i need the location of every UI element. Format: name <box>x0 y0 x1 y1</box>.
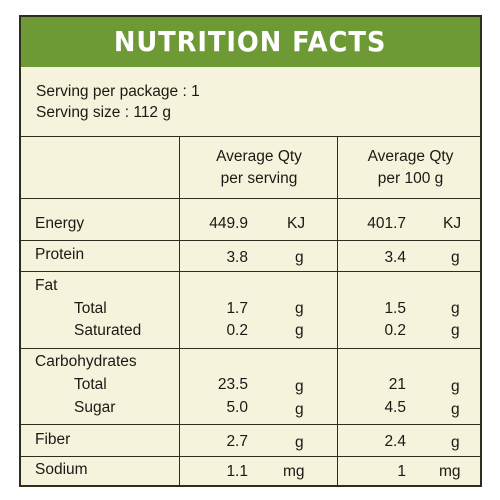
fiber-serving-unit: g <box>295 434 304 451</box>
fat-total-per100-unit: g <box>451 300 460 317</box>
protein-per100-value: 3.4 <box>384 249 406 266</box>
fiber-label: Fiber <box>35 431 71 448</box>
row-divider <box>21 240 480 241</box>
carbohydrates-label: Carbohydrates <box>35 353 137 370</box>
protein-label: Protein <box>35 246 85 263</box>
fat-saturated-per100-value: 0.2 <box>384 322 406 339</box>
carbohydrates-sugar-per100-unit: g <box>451 401 460 418</box>
carbohydrates-sugar-serving-value: 5.0 <box>226 399 248 416</box>
fat-total-serving-value: 1.7 <box>226 300 248 317</box>
sodium-label: Sodium <box>35 461 88 478</box>
serving-size: Serving size : 112 g <box>36 104 171 121</box>
row-divider <box>21 456 480 457</box>
energy-per100-value: 401.7 <box>367 215 406 232</box>
fat-total-label: Total <box>74 300 107 317</box>
energy-serving-value: 449.9 <box>209 215 248 232</box>
fiber-per100-value: 2.4 <box>384 433 406 450</box>
sodium-per100-unit: mg <box>439 463 461 480</box>
fat-saturated-label: Saturated <box>74 322 142 339</box>
fat-total-serving-unit: g <box>295 300 304 317</box>
fiber-serving-value: 2.7 <box>226 433 248 450</box>
row-divider <box>21 424 480 425</box>
carbohydrates-total-label: Total <box>74 376 107 393</box>
fat-label: Fat <box>35 277 58 294</box>
sodium-serving-unit: mg <box>283 463 305 480</box>
protein-serving-unit: g <box>295 249 304 266</box>
nutrition-facts-title: NUTRITION FACTS <box>21 17 480 67</box>
fat-total-per100-value: 1.5 <box>384 300 406 317</box>
sodium-serving-value: 1.1 <box>226 463 248 480</box>
carbohydrates-total-per100-unit: g <box>451 378 460 395</box>
energy-label: Energy <box>35 215 85 232</box>
row-divider <box>21 198 480 199</box>
carbohydrates-total-serving-value: 23.5 <box>217 376 248 393</box>
carbohydrates-total-per100-value: 21 <box>388 376 406 393</box>
nutrition-facts-panel: NUTRITION FACTS Serving per package : 1 … <box>19 15 482 487</box>
sodium-per100-value: 1 <box>397 463 406 480</box>
serving-info: Serving per package : 1 Serving size : 1… <box>21 69 480 137</box>
row-divider <box>21 271 480 272</box>
fat-saturated-serving-value: 0.2 <box>226 322 248 339</box>
carbohydrates-sugar-serving-unit: g <box>295 401 304 418</box>
fiber-per100-unit: g <box>451 434 460 451</box>
fat-saturated-per100-unit: g <box>451 322 460 339</box>
row-divider <box>21 348 480 349</box>
energy-serving-unit: KJ <box>287 215 306 232</box>
protein-per100-unit: g <box>451 249 460 266</box>
carbohydrates-total-serving-unit: g <box>295 378 304 395</box>
header-per-100g: Average Qty per 100 g <box>367 148 454 187</box>
carbohydrates-sugar-per100-value: 4.5 <box>384 399 406 416</box>
protein-serving-value: 3.8 <box>226 249 248 266</box>
serving-per-package: Serving per package : 1 <box>36 83 200 100</box>
fat-saturated-serving-unit: g <box>295 322 304 339</box>
column-divider-1 <box>179 137 180 485</box>
energy-per100-unit: KJ <box>443 215 462 232</box>
column-divider-2 <box>337 137 338 485</box>
carbohydrates-sugar-label: Sugar <box>74 399 116 416</box>
header-per-serving: Average Qty per serving <box>216 148 302 187</box>
